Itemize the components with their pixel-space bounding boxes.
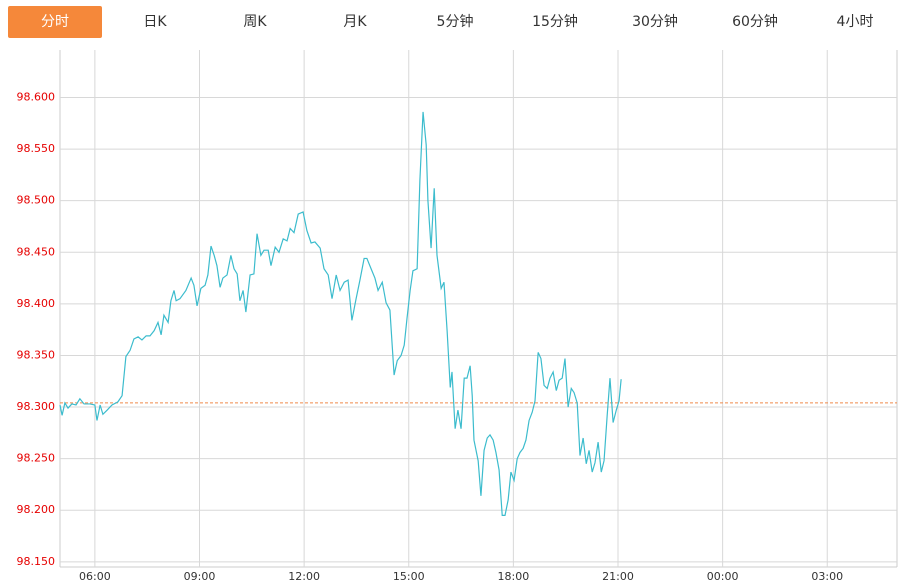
tab[interactable]: 日K [143,14,167,30]
tab-bar: 分时 日K 周K 月K 5分钟 15分钟 30分钟 60分钟 4小时 [0,6,908,38]
y-tick-label: 98.500 [17,194,56,207]
y-tick-label: 98.200 [17,503,56,516]
tab[interactable]: 30分钟 [632,14,678,30]
y-tick-label: 98.550 [17,142,56,155]
y-tick-label: 98.400 [17,297,56,310]
tab[interactable]: 分时 [8,6,102,38]
x-tick-label: 18:00 [498,570,530,583]
tab[interactable]: 4小时 [836,14,874,30]
price-line [59,111,622,516]
x-tick-label: 09:00 [184,570,216,583]
tab[interactable]: 月K [343,14,367,30]
y-tick-label: 98.600 [17,90,56,103]
x-tick-label: 21:00 [602,570,634,583]
x-tick-label: 00:00 [707,570,739,583]
tab[interactable]: 60分钟 [732,14,778,30]
tab[interactable]: 5分钟 [436,14,474,30]
x-tick-label: 15:00 [393,570,425,583]
y-tick-label: 98.250 [17,452,56,465]
y-tick-label: 98.300 [17,400,56,413]
y-tick-label: 98.350 [17,348,56,361]
x-tick-label: 06:00 [79,570,111,583]
x-tick-label: 03:00 [811,570,843,583]
tab[interactable]: 周K [243,14,267,30]
y-tick-label: 98.150 [17,555,56,568]
tab[interactable]: 15分钟 [532,14,578,30]
y-tick-label: 98.450 [17,245,56,258]
x-tick-label: 12:00 [288,570,320,583]
